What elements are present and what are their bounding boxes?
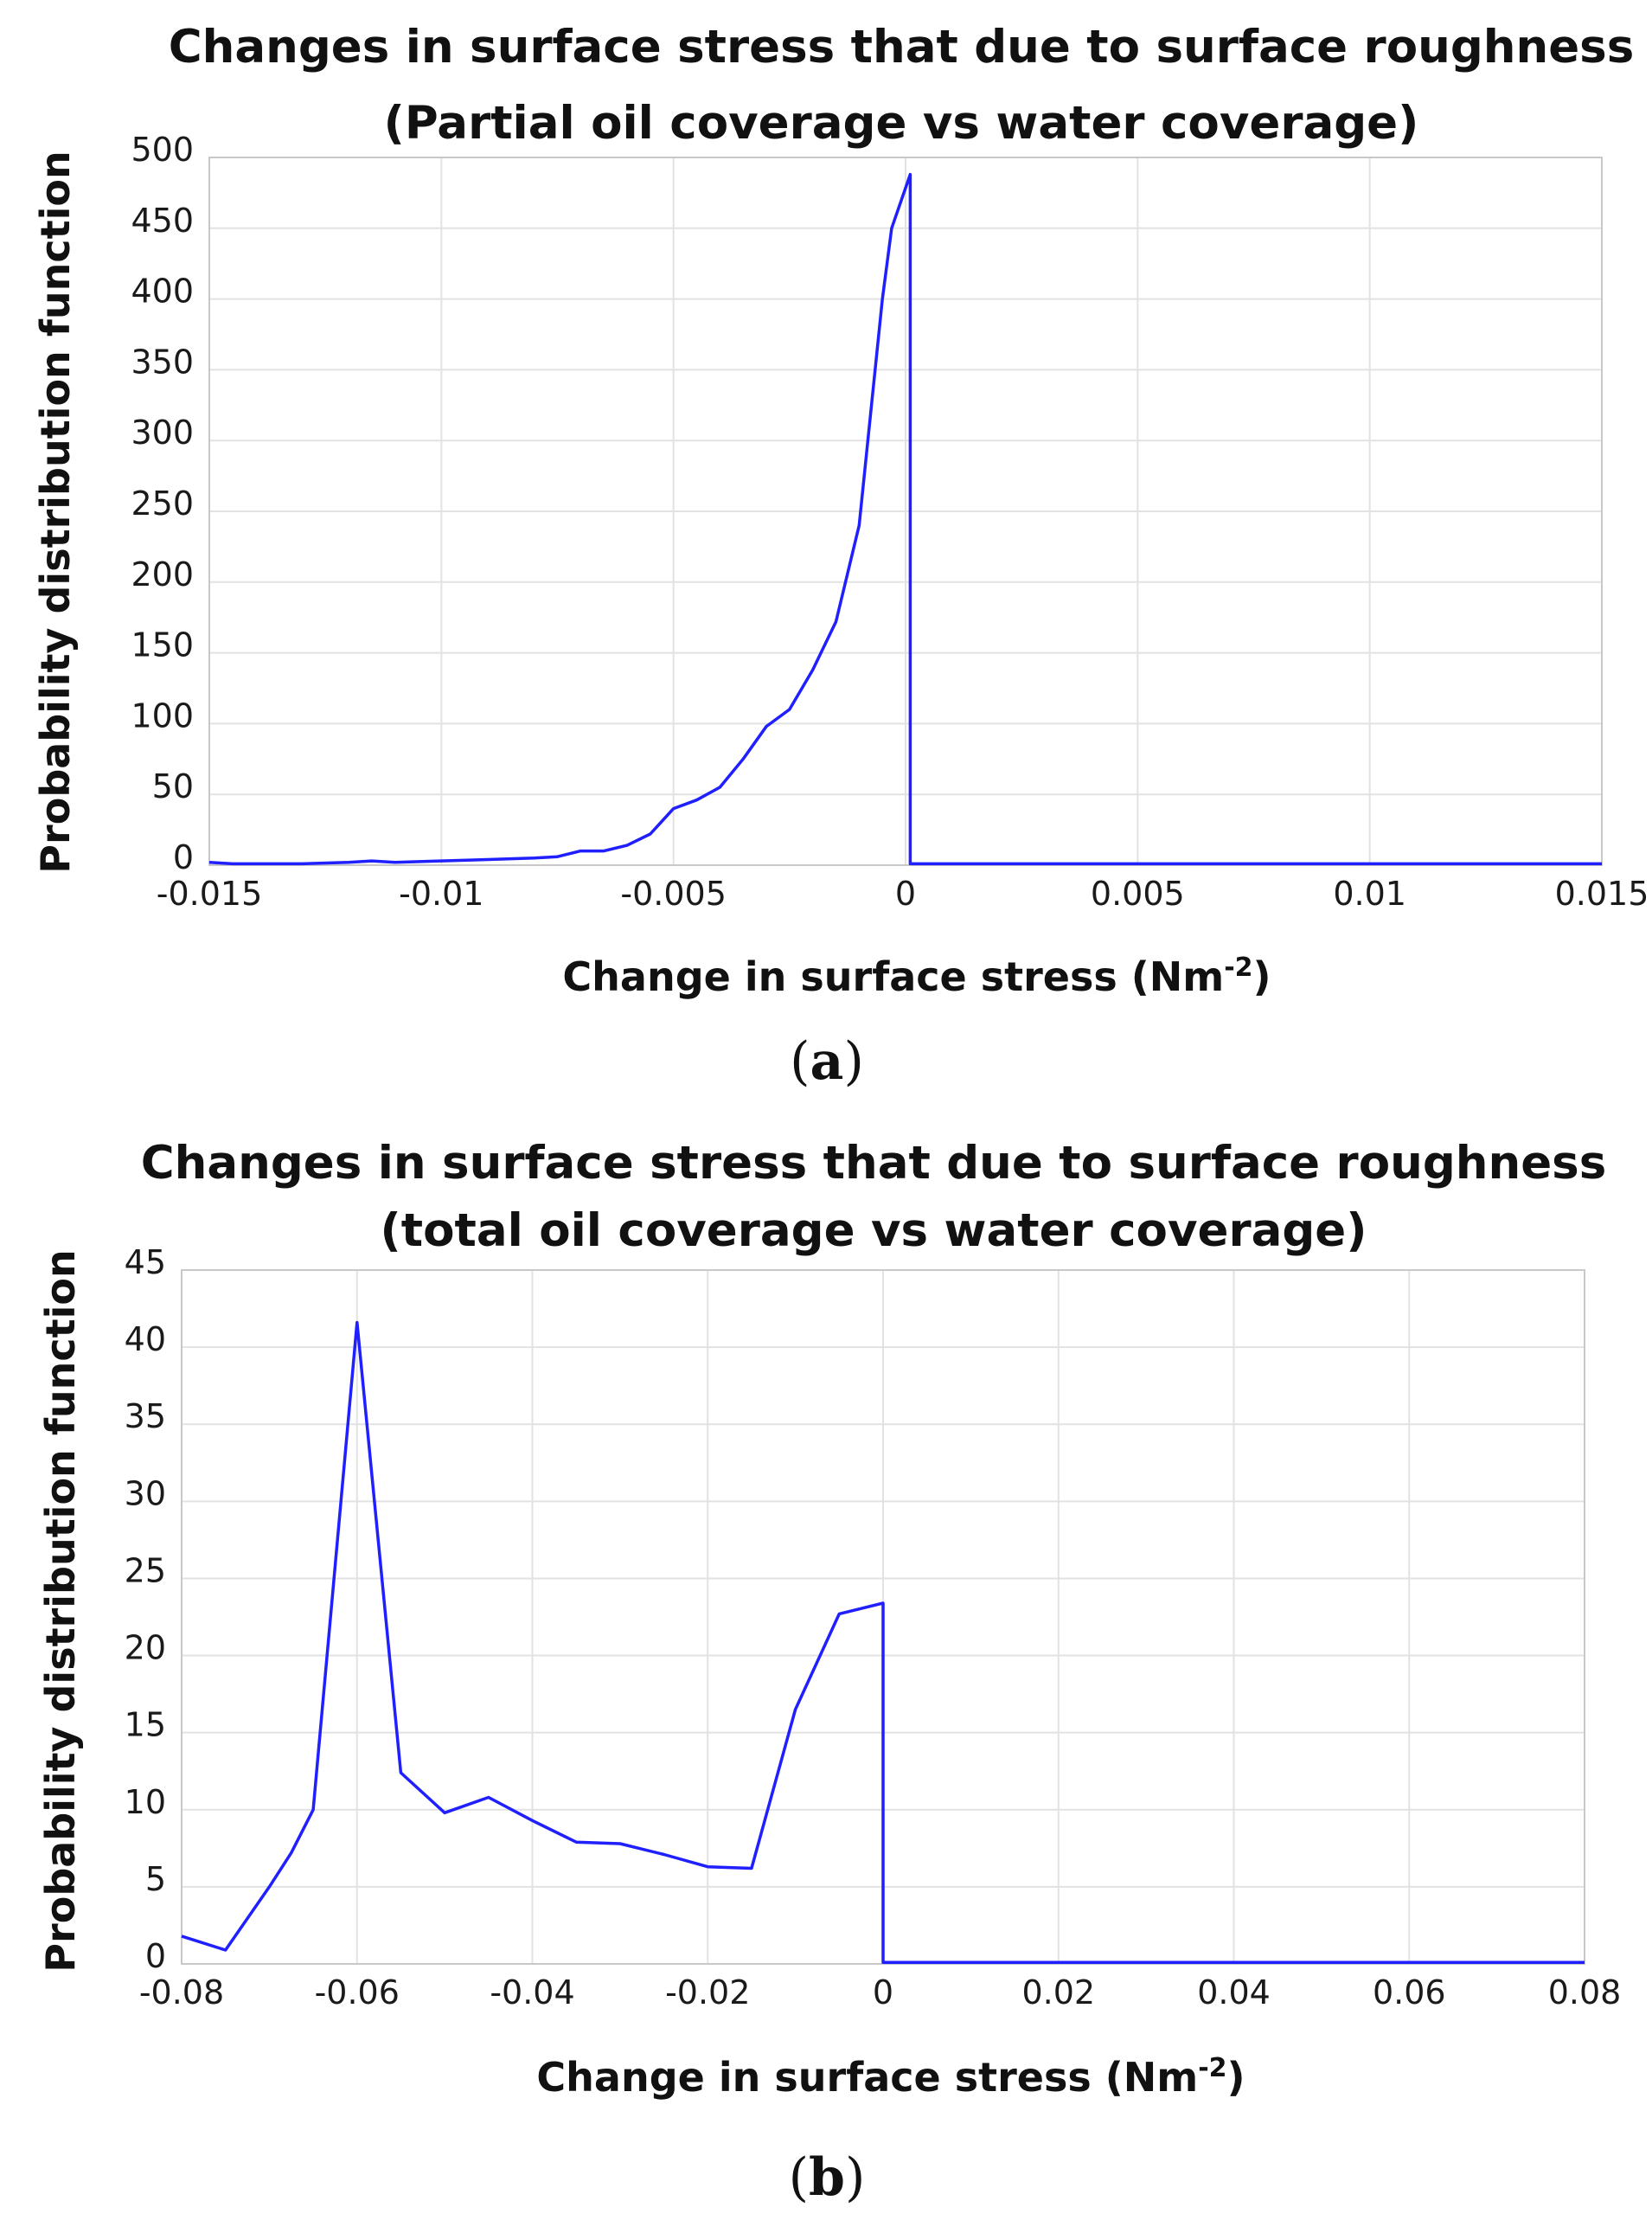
chart-a-y-tick-label: 250 [131,484,194,523]
chart-b-y-tick-label: 15 [125,1706,166,1744]
chart-b-x-tick-label: 0.04 [1197,1973,1271,2011]
chart-a-x-tick-label: 0.01 [1333,875,1406,913]
chart-b-x-axis-label: Change in surface stress (Nm-2) [536,2053,1245,2101]
chart-a-x-ticks: -0.015 -0.01 -0.005 0 0.005 0.01 0.015 [157,875,1649,913]
chart-b-x-tick-label: 0.06 [1373,1973,1446,2011]
chart-b-y-ticks: 0 5 10 15 20 25 30 35 40 45 [125,1243,166,1975]
chart-b-y-tick-label: 25 [125,1551,166,1589]
chart-a-x-tick-label: 0.005 [1091,875,1185,913]
chart-b-y-axis-label: Probability distribution function [37,1249,84,1972]
chart-a-x-tick-label: -0.005 [620,875,727,913]
chart-a-y-tick-label: 200 [131,555,194,593]
chart-b-title: Changes in surface stress that due to su… [141,1137,1607,1190]
chart-a-x-tick-label: 0.015 [1555,875,1649,913]
chart-a-x-tick-label: 0 [895,875,916,913]
chart-a-x-label-sup: -2 [1224,953,1252,983]
chart-b: Changes in surface stress that due to su… [37,1137,1621,2208]
chart-a-panel-label: (a) [790,1031,864,1092]
chart-a-x-label-main: Change in surface stress (Nm [562,953,1224,1000]
chart-a-panel-letter: a [810,1031,844,1092]
chart-a-y-tick-label: 500 [131,131,194,169]
chart-a-x-tick-label: -0.015 [157,875,263,913]
chart-a-grid [208,157,1603,866]
chart-b-y-tick-label: 0 [145,1937,166,1975]
chart-b-y-tick-label: 10 [125,1783,166,1821]
chart-b-x-label-main: Change in surface stress (Nm [536,2054,1198,2101]
chart-b-y-tick-label: 45 [125,1243,166,1281]
chart-b-x-tick-label: -0.08 [139,1973,224,2011]
chart-a-y-ticks: 0 50 100 150 200 250 300 350 400 450 500 [131,131,194,876]
chart-b-plot-area [181,1269,1585,1965]
chart-b-panel-label: (b) [789,2147,866,2208]
chart-b-subtitle: (total oil coverage vs water coverage) [381,1204,1367,1257]
chart-b-x-tick-label: 0.02 [1021,1973,1095,2011]
chart-b-y-tick-label: 40 [125,1320,166,1358]
chart-b-series-line [181,1320,1585,1964]
chart-a-y-tick-label: 300 [131,414,194,452]
chart-a-x-tick-label: -0.01 [399,875,483,913]
chart-a-subtitle: (Partial oil coverage vs water coverage) [384,97,1419,150]
chart-b-panel-letter: b [809,2147,845,2208]
chart-a-y-tick-label: 150 [131,626,194,664]
chart-a-y-tick-label: 450 [131,202,194,240]
chart-b-x-tick-label: -0.02 [665,1973,750,2011]
chart-b-x-ticks: -0.08 -0.06 -0.04 -0.02 0 0.02 0.04 0.06 0.08 [139,1973,1621,2011]
chart-a-y-tick-label: 400 [131,273,194,311]
chart-b-y-tick-label: 30 [125,1474,166,1512]
chart-a-x-label-end: ) [1253,953,1271,1000]
chart-b-x-label-sup: -2 [1198,2053,1226,2083]
chart-a-y-tick-label: 100 [131,696,194,735]
chart-b-x-tick-label: 0.08 [1548,1973,1622,2011]
chart-a-plot-area [208,157,1603,866]
chart-b-x-label-end: ) [1227,2054,1245,2101]
chart-a: Changes in surface stress that due to su… [32,21,1649,1092]
chart-a-y-tick-label: 350 [131,343,194,381]
chart-b-y-tick-label: 20 [125,1629,166,1667]
chart-a-title: Changes in surface stress that due to su… [169,21,1635,74]
chart-b-x-tick-label: -0.06 [315,1973,400,2011]
chart-a-x-axis-label: Change in surface stress (Nm-2) [562,953,1271,1001]
chart-b-y-tick-label: 5 [145,1860,166,1898]
chart-b-y-tick-label: 35 [125,1397,166,1435]
chart-b-x-tick-label: -0.04 [490,1973,574,2011]
chart-a-y-axis-label: Probability distribution function [32,151,79,873]
chart-a-y-tick-label: 0 [173,838,194,876]
chart-b-x-tick-label: 0 [873,1973,893,2011]
chart-a-series-line [208,172,1602,866]
chart-a-y-tick-label: 50 [152,767,194,805]
